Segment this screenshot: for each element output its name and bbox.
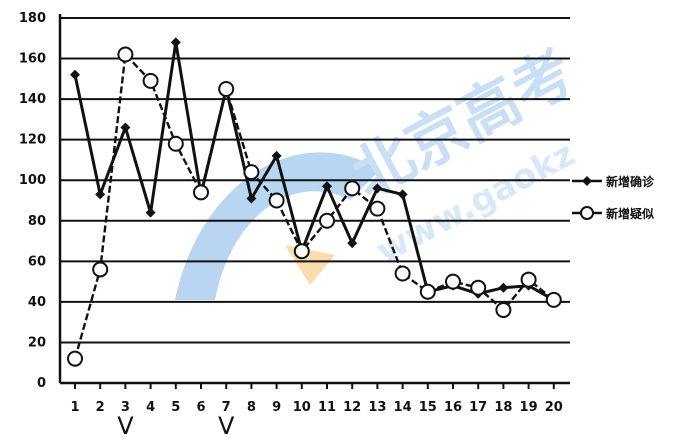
x-tick-9: 9: [272, 400, 281, 415]
series-2-point-11: [319, 212, 335, 229]
series-2-point-9: [268, 192, 285, 209]
y-tick-140: 140: [19, 92, 46, 107]
x-tick-2: 2: [96, 400, 105, 415]
series-2-point-6: [193, 184, 209, 201]
y-tick-40: 40: [28, 295, 46, 310]
series-2-point-13: [369, 200, 386, 217]
series-1-point-1: [70, 69, 80, 80]
series-1-point-11: [322, 181, 332, 192]
series-2-point-8: [243, 164, 260, 181]
series-2-point-2: [92, 261, 109, 278]
series-2-point-14: [394, 265, 411, 282]
series-2-point-7: [218, 80, 235, 97]
series-2-point-18: [495, 302, 512, 318]
y-tick-0: 0: [37, 376, 46, 391]
x-tick-16: 16: [444, 400, 462, 415]
y-tick-120: 120: [19, 133, 46, 148]
y-tick-100: 100: [19, 173, 46, 188]
x-tick-5: 5: [171, 400, 180, 415]
y-tick-20: 20: [28, 335, 46, 350]
x-tick-1: 1: [70, 400, 79, 415]
series-2-point-20: [545, 291, 562, 308]
x-tick-17: 17: [469, 400, 487, 415]
series-2-point-17: [470, 279, 487, 296]
x-tick-15: 15: [419, 400, 437, 415]
series-1-point-13: [372, 183, 383, 194]
series-1-point-18: [498, 282, 509, 293]
watermark-logo-wedge: [285, 245, 335, 285]
series-1-point-14: [397, 189, 408, 200]
handwritten-mark-2: V: [218, 412, 235, 437]
series-2-point-4: [142, 72, 159, 89]
series-2-point-15: [419, 283, 436, 300]
x-tick-11: 11: [318, 400, 336, 415]
x-tick-18: 18: [494, 400, 512, 415]
grid-lines: [60, 17, 570, 344]
y-tick-labels: 0 20 40 60 80 100 120 140 160 180: [19, 11, 46, 391]
series-group: [67, 37, 562, 367]
x-tick-14: 14: [394, 400, 412, 415]
x-tick-13: 13: [368, 400, 386, 415]
x-tick-12: 12: [343, 400, 361, 415]
x-tick-10: 10: [293, 400, 311, 415]
x-tick-4: 4: [146, 400, 155, 415]
series-1-point-12: [347, 238, 358, 249]
series-1-point-4: [145, 207, 156, 218]
legend-label-1: 新增确诊: [606, 174, 655, 189]
series-2-point-3: [117, 46, 134, 63]
axes: [58, 14, 570, 389]
x-tick-3: 3: [121, 400, 130, 415]
series-1-point-3: [120, 122, 131, 133]
x-tick-8: 8: [247, 400, 256, 415]
series-2-point-19: [520, 271, 537, 288]
legend-marker-2: [580, 206, 594, 220]
x-tick-20: 20: [545, 400, 563, 415]
x-tick-labels: 1 2 3 4 5 6 7 8 9 10 11 12 13 14 15 16 17 18 19 20: [70, 400, 562, 415]
handwritten-mark-1: V: [117, 412, 134, 437]
series-1-point-8: [246, 193, 257, 204]
legend-marker-1: [582, 176, 592, 186]
series-1-point-9: [271, 150, 282, 161]
series-2-point-10: [293, 243, 310, 260]
x-tick-19: 19: [520, 400, 538, 415]
y-tick-80: 80: [28, 214, 46, 229]
series-line-2: [73, 53, 555, 360]
y-tick-180: 180: [19, 11, 46, 26]
series-2-point-16: [445, 273, 461, 290]
y-tick-60: 60: [28, 254, 46, 269]
x-tick-7: 7: [222, 400, 231, 415]
x-tick-6: 6: [196, 400, 205, 415]
y-tick-160: 160: [19, 52, 46, 67]
series-2-point-12: [344, 180, 361, 197]
series-1-point-2: [95, 189, 106, 200]
series-2-point-5: [167, 135, 184, 152]
series-1-point-5: [170, 37, 181, 48]
legend-label-2: 新增疑似: [606, 206, 654, 221]
series-2-point-1: [67, 350, 83, 367]
